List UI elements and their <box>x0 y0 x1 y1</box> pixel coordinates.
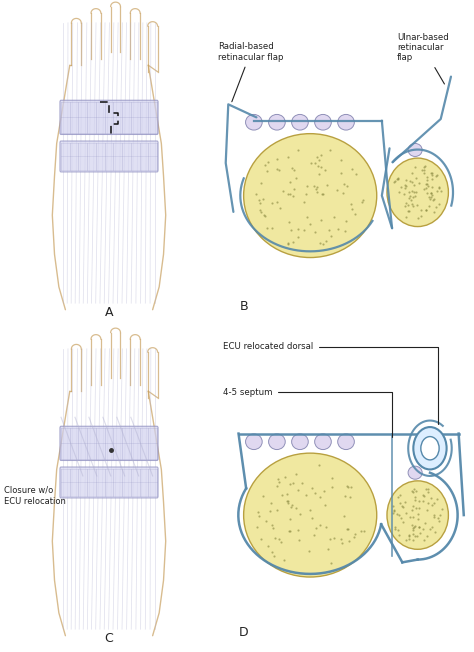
Text: ECU relocated dorsal: ECU relocated dorsal <box>223 342 438 424</box>
Text: D: D <box>239 626 248 639</box>
Circle shape <box>413 427 447 469</box>
Ellipse shape <box>269 115 285 130</box>
FancyBboxPatch shape <box>60 141 158 172</box>
Text: C: C <box>105 632 113 645</box>
Ellipse shape <box>408 466 422 479</box>
FancyBboxPatch shape <box>60 467 158 498</box>
Ellipse shape <box>408 143 422 156</box>
Ellipse shape <box>337 434 355 450</box>
Ellipse shape <box>315 434 331 450</box>
Ellipse shape <box>246 115 262 130</box>
Ellipse shape <box>244 134 377 258</box>
Text: A: A <box>105 306 113 319</box>
Ellipse shape <box>269 434 285 450</box>
FancyBboxPatch shape <box>60 100 158 134</box>
Ellipse shape <box>315 115 331 130</box>
Ellipse shape <box>337 115 355 130</box>
Text: B: B <box>239 300 248 313</box>
Ellipse shape <box>244 453 377 577</box>
Text: Ulnar-based
retinacular
flap: Ulnar-based retinacular flap <box>397 33 449 84</box>
Ellipse shape <box>292 115 308 130</box>
Ellipse shape <box>246 434 262 450</box>
Ellipse shape <box>292 434 308 450</box>
Ellipse shape <box>387 481 448 549</box>
Circle shape <box>421 437 439 460</box>
Ellipse shape <box>387 158 448 227</box>
Text: Closure w/o
ECU relocation: Closure w/o ECU relocation <box>4 485 66 506</box>
FancyBboxPatch shape <box>60 426 158 460</box>
Text: Radial-based
retinacular flap: Radial-based retinacular flap <box>218 42 283 102</box>
Text: 4-5 septum: 4-5 septum <box>223 388 392 437</box>
